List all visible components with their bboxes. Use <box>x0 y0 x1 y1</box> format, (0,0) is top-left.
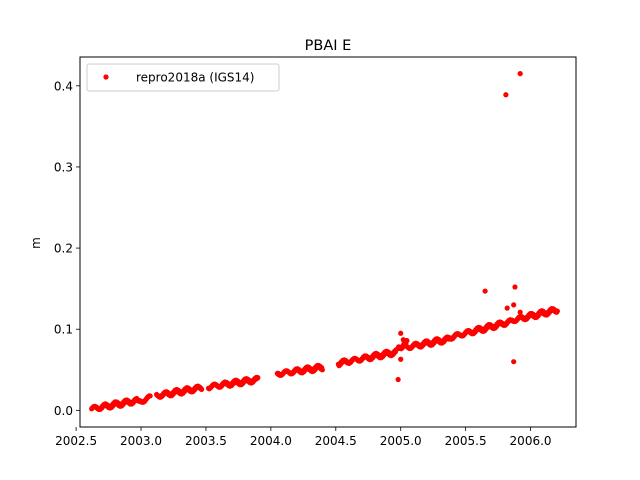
legend-box <box>86 63 280 92</box>
data-point <box>482 288 488 294</box>
x-tick-label: 2002.5 <box>55 434 97 448</box>
data-point <box>255 375 261 381</box>
data-point <box>395 376 401 383</box>
x-tick-label: 2005.5 <box>445 434 487 448</box>
data-point <box>511 359 517 365</box>
data-point <box>503 92 509 98</box>
legend-label-repro2018a: repro2018a (IGS14) <box>136 71 254 85</box>
axis-ticks: 2002.5 2003.0 2003.5 2004.0 2004.5 2005.0 2005… <box>54 79 552 448</box>
legend: repro2018a (IGS14) <box>86 63 280 92</box>
x-tick-label: 2003.0 <box>120 434 162 448</box>
x-tick-label: 2005.0 <box>380 434 422 448</box>
y-tick-label: 0.1 <box>54 323 73 337</box>
plot-frame <box>79 56 577 428</box>
data-point <box>199 386 205 392</box>
data-point <box>319 367 325 373</box>
data-point <box>504 305 510 311</box>
y-tick-label: 0.4 <box>54 79 73 93</box>
data-point <box>147 393 153 399</box>
data-point <box>398 356 404 362</box>
y-tick-label: 0.0 <box>54 404 73 418</box>
data-point <box>517 309 523 315</box>
y-tick-label: 0.2 <box>54 242 73 256</box>
data-point <box>398 330 404 336</box>
data-point <box>554 308 560 314</box>
y-axis-label: m <box>29 237 43 249</box>
legend-marker <box>103 74 109 80</box>
data-points <box>89 71 560 413</box>
data-point <box>517 71 523 77</box>
x-tick-label: 2004.0 <box>250 434 292 448</box>
x-tick-label: 2004.5 <box>315 434 357 448</box>
chart-title: PBAI E <box>305 38 352 54</box>
x-tick-label: 2006.0 <box>510 434 552 448</box>
data-point <box>403 340 409 346</box>
data-point <box>511 302 517 308</box>
x-tick-label: 2003.5 <box>185 434 227 448</box>
y-tick-label: 0.3 <box>54 160 73 174</box>
data-point <box>512 284 518 290</box>
